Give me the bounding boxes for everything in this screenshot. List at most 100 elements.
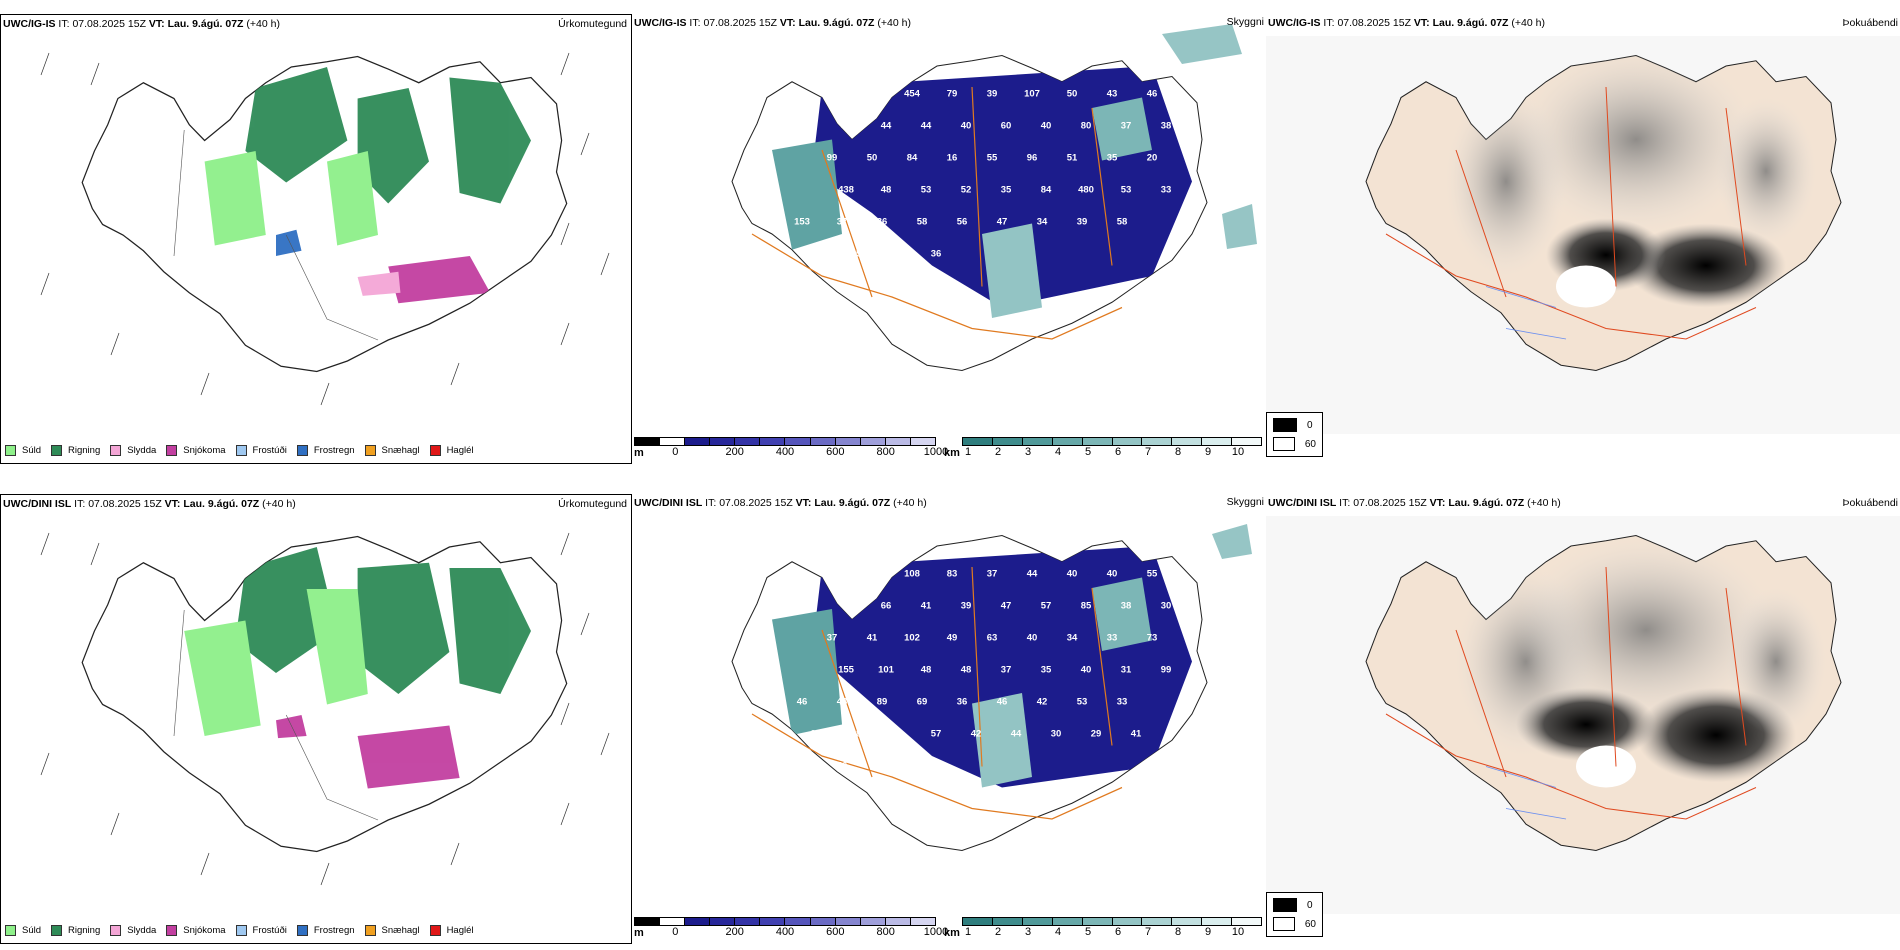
colorbar-cell	[660, 918, 686, 925]
visibility-value-label: 52	[840, 120, 852, 132]
legend-item: Slydda	[110, 445, 156, 456]
colorbar-cell	[1142, 918, 1173, 925]
colorbar-tick-label: 3	[1024, 926, 1032, 938]
visibility-value-label: 41	[840, 600, 852, 612]
swatch	[364, 925, 376, 936]
colorbar-cell	[710, 438, 736, 445]
colorbar-tick-label: 9	[1204, 446, 1212, 458]
colorbar-cell	[1202, 438, 1233, 445]
visibility-value-label: 55	[1146, 568, 1158, 580]
fog-swatch	[1273, 917, 1295, 931]
visibility-value-label: 108	[904, 568, 920, 580]
colorbar-cell	[635, 438, 661, 445]
colorbar-tick-label: 4	[1054, 926, 1062, 938]
fog-legend: 0 60	[1266, 892, 1323, 937]
visibility-value-label: 84	[906, 152, 918, 164]
colorbar-tick-label: 600	[826, 926, 845, 938]
visibility-value-label: 77	[826, 568, 838, 580]
visibility-value-label: 30	[1160, 600, 1172, 612]
colorbar-cell	[1232, 438, 1262, 445]
visibility-value-label: 57	[1040, 600, 1052, 612]
colorbar-tick-label: 2	[994, 926, 1002, 938]
ceiling-unit: m	[634, 447, 644, 459]
panel-title: Þokuábendi	[1842, 17, 1898, 29]
panel-header: UWC/IG-IS IT: 07.08.2025 15Z VT: Lau. 9.…	[3, 18, 280, 30]
legend-item: Slydda	[110, 925, 156, 936]
colorbar-cell	[785, 438, 811, 445]
legend-item: Súld	[5, 925, 41, 936]
visibility-unit: km	[944, 447, 960, 459]
legend-item: Snæhagl	[364, 925, 420, 936]
colorbar-cell	[1232, 918, 1262, 925]
legend-item: Rigning	[51, 925, 100, 936]
visibility-value-label: 28	[850, 728, 862, 740]
visibility-value-label: 40	[1080, 664, 1092, 676]
visibility-value-label: 36	[956, 696, 968, 708]
visibility-value-label: 66	[880, 600, 892, 612]
visibility-value-label: 96	[1026, 152, 1038, 164]
visibility-value-label: 42	[1036, 696, 1048, 708]
colorbar-cell	[860, 918, 886, 925]
legend-item: Haglél	[429, 925, 474, 936]
panel-header: UWC/DINI ISL IT: 07.08.2025 15Z VT: Lau.…	[1268, 497, 1561, 509]
colorbar-tick-label: 800	[876, 926, 895, 938]
colorbar-cell	[760, 918, 786, 925]
visibility-value-label: 37	[1000, 664, 1012, 676]
visibility-map	[731, 524, 1252, 852]
legend-item: Frostúði	[235, 925, 287, 936]
fog-panel-top: UWC/IG-IS IT: 07.08.2025 15Z VT: Lau. 9.…	[1266, 14, 1900, 464]
colorbar-tick-label: 8	[1174, 926, 1182, 938]
colorbar-cell	[963, 438, 993, 445]
visibility-value-label: 43	[1106, 88, 1118, 100]
ceiling-colorbar: 0 200 400 600 800 1000 m	[634, 437, 948, 459]
visibility-value-label: 38	[1120, 600, 1132, 612]
panel-title: Úrkomutegund	[558, 18, 627, 30]
visibility-value-label: 46	[836, 760, 848, 772]
visibility-value-label: 51	[890, 728, 902, 740]
visibility-value-label: 33	[1106, 632, 1118, 644]
visibility-value-label: 48	[880, 184, 892, 196]
visibility-value-label: 36	[930, 248, 942, 260]
panel-title: Skyggni	[1226, 496, 1264, 508]
colorbar-cell	[835, 918, 861, 925]
colorbar-cell	[735, 438, 761, 445]
legend-item: Frostúði	[235, 445, 287, 456]
visibility-value-label: 44	[920, 120, 932, 132]
visibility-value-label: 45	[850, 248, 862, 260]
colorbar-tick-label: 10	[1231, 446, 1245, 458]
colorbar-tick-label: 200	[725, 926, 744, 938]
colorbar-cell	[760, 438, 786, 445]
visibility-value-label: 40	[1106, 568, 1118, 580]
colorbar-cell	[885, 918, 911, 925]
visibility-value-label: 47	[1000, 600, 1012, 612]
colorbar-tick-label: 200	[725, 446, 744, 458]
visibility-value-label: 36	[876, 216, 888, 228]
visibility-value-label: 44	[1026, 568, 1038, 580]
colorbar-cell	[735, 918, 761, 925]
visibility-value-label: 44	[890, 248, 902, 260]
swatch	[5, 925, 16, 936]
colorbar-cell	[635, 918, 661, 925]
visibility-value-label: 33	[1160, 184, 1172, 196]
visibility-value-label: 57	[930, 728, 942, 740]
panel-header: UWC/DINI ISL IT: 07.08.2025 15Z VT: Lau.…	[634, 497, 927, 509]
colorbar-cell	[992, 918, 1023, 925]
swatch	[51, 925, 63, 936]
fog-legend-row: 0	[1273, 898, 1316, 912]
colorbar-cell	[685, 918, 711, 925]
swatch	[110, 925, 122, 936]
legend-item: Rigning	[51, 445, 100, 456]
colorbar-cell	[910, 438, 935, 445]
colorbar-cell	[860, 438, 886, 445]
visibility-value-label: 454	[904, 88, 920, 100]
colorbar-tick-label: 1000	[923, 446, 949, 458]
colorbar-cell	[1022, 438, 1053, 445]
colorbar-tick-label: 600	[826, 446, 845, 458]
visibility-value-label: 31	[1120, 664, 1132, 676]
colorbar-tick-label: 10	[1231, 926, 1245, 938]
visibility-value-label: 50	[866, 152, 878, 164]
colorbar-cell	[1052, 438, 1083, 445]
visibility-value-label: 53	[1076, 696, 1088, 708]
visibility-value-label: 46	[996, 696, 1008, 708]
swatch	[364, 445, 376, 456]
